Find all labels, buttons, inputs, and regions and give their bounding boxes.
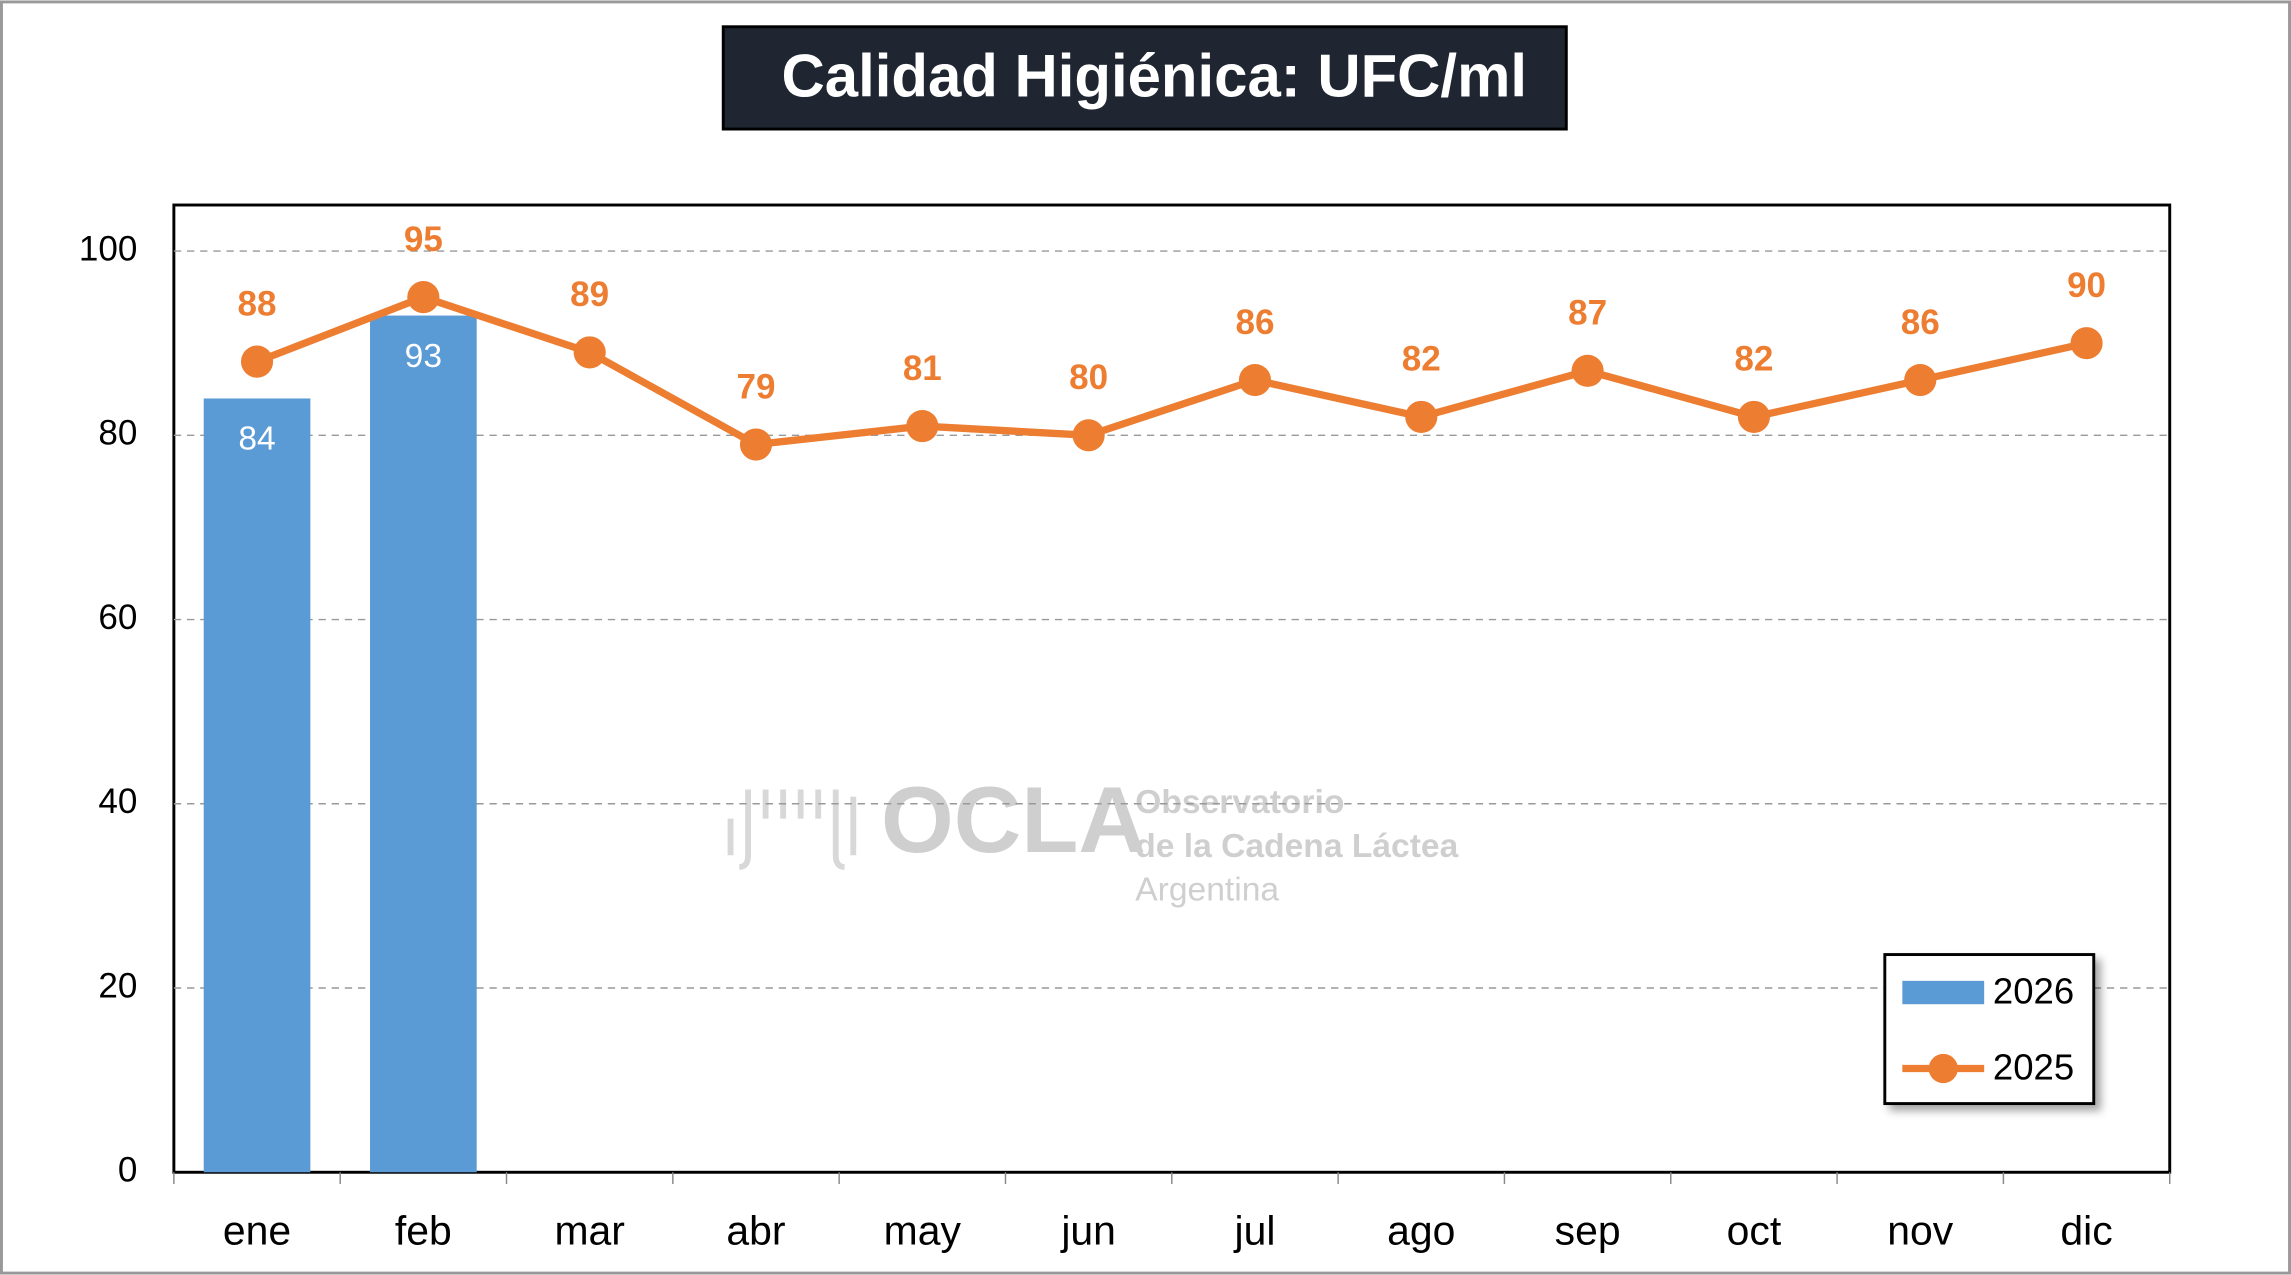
line-value-label: 82 xyxy=(1734,340,1773,379)
legend-label: 2026 xyxy=(1993,971,2074,1012)
legend-label: 2025 xyxy=(1993,1047,2074,1088)
line-value-label: 88 xyxy=(238,284,277,323)
x-tick-label: abr xyxy=(726,1207,785,1253)
line-marker xyxy=(1405,400,1438,433)
title-box xyxy=(721,25,1568,131)
line-marker xyxy=(573,336,606,369)
line-marker xyxy=(2070,327,2103,360)
bar-value-label: 93 xyxy=(405,338,442,375)
x-tick-label: ene xyxy=(223,1207,291,1253)
x-tick-label: sep xyxy=(1555,1207,1621,1253)
watermark-logo: OCLA xyxy=(881,767,1146,872)
line-value-label: 86 xyxy=(1901,303,1940,342)
legend-swatch xyxy=(1902,980,1985,1005)
plot-area xyxy=(172,203,2172,1174)
y-tick-label: 40 xyxy=(98,782,137,821)
line-marker xyxy=(1904,363,1937,397)
x-tick-label: dic xyxy=(2060,1207,2112,1253)
line-marker xyxy=(1238,363,1272,397)
line-value-label: 86 xyxy=(1235,303,1274,342)
legend-box xyxy=(1883,953,2096,1106)
line-value-label: 81 xyxy=(903,349,942,388)
watermark-line: Argentina xyxy=(1135,872,1279,909)
y-tick-label: 20 xyxy=(98,966,137,1005)
x-tick-label: jul xyxy=(1233,1207,1275,1253)
line-marker xyxy=(1571,354,1604,387)
y-tick-label: 0 xyxy=(118,1151,138,1190)
x-tick-label: may xyxy=(884,1207,962,1253)
legend: 2026 2025 xyxy=(1883,953,2096,1106)
x-tick-label: jun xyxy=(1060,1207,1116,1253)
line-marker xyxy=(906,410,939,443)
bar xyxy=(203,398,311,1173)
watermark-line: Observatorio xyxy=(1135,784,1344,821)
line-value-label: 87 xyxy=(1568,294,1607,333)
line-marker xyxy=(1737,400,1770,433)
line xyxy=(255,293,2088,449)
line-marker xyxy=(407,281,440,314)
x-tick-label: oct xyxy=(1727,1207,1782,1253)
y-tick-label: 80 xyxy=(98,414,137,453)
line-value-label: 82 xyxy=(1402,340,1441,379)
line-marker xyxy=(240,345,274,378)
watermark: OCLA Observatorio de la Cadena Láctea Ar… xyxy=(727,767,1459,909)
x-tick-label: ago xyxy=(1387,1207,1455,1253)
x-tick-label: nov xyxy=(1887,1207,1954,1253)
x-tick-label: mar xyxy=(554,1207,624,1253)
x-tick-label: feb xyxy=(395,1207,452,1253)
line-value-label: 89 xyxy=(570,275,609,314)
bar xyxy=(370,315,477,1173)
line-marker xyxy=(1072,419,1105,452)
legend-swatch xyxy=(1928,1053,1958,1084)
line-marker xyxy=(739,428,773,461)
line-value-label: 90 xyxy=(2067,266,2106,305)
y-tick-label: 100 xyxy=(79,229,137,268)
line-value-label: 95 xyxy=(404,220,443,259)
watermark-line: de la Cadena Láctea xyxy=(1135,828,1458,865)
line-value-label: 79 xyxy=(737,367,776,406)
bar-value-label: 84 xyxy=(238,421,275,458)
chart-title: Calidad Higiénica: UFC/ml xyxy=(782,43,1527,110)
y-tick-label: 60 xyxy=(98,598,137,637)
line-value-label: 80 xyxy=(1069,358,1108,397)
